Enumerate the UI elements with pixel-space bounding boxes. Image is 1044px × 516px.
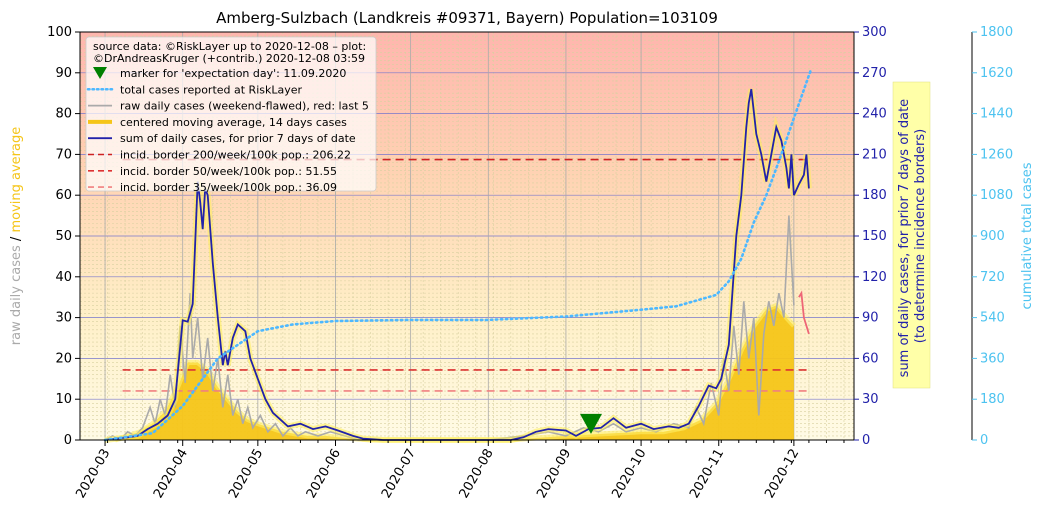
legend-entry: total cases reported at RiskLayer (86, 83, 303, 96)
y-right1-tick-label: 240 (862, 107, 887, 122)
legend: source data: ©RiskLayer up to 2020-12-08… (85, 36, 377, 194)
x-tick-label: 2020-11 (687, 447, 727, 502)
y-right2-tick-label: 540 (980, 311, 1005, 326)
legend-entry: incid. border 200/week/100k pop.: 206.22 (88, 149, 351, 162)
y-right1-tick-label: 120 (862, 270, 887, 285)
legend-header-line1: source data: ©RiskLayer up to 2020-12-08… (93, 40, 366, 53)
legend-label: incid. border 35/week/100k pop.: 36.09 (120, 181, 337, 194)
y-right1-tick-label: 300 (862, 25, 887, 40)
y-left-label-raw: raw daily cases (9, 245, 24, 345)
x-tick-label: 2020-05 (226, 447, 266, 502)
legend-label: incid. border 50/week/100k pop.: 51.55 (120, 165, 337, 178)
y-right1-tick-label: 150 (862, 229, 887, 244)
y-right2-tick-label: 1080 (980, 188, 1013, 203)
legend-entry: centered moving average, 14 days cases (88, 116, 347, 129)
legend-label: incid. border 200/week/100k pop.: 206.22 (120, 149, 351, 162)
y-left-tick-label: 10 (55, 392, 72, 407)
y-right1-tick-label: 60 (862, 351, 879, 366)
y-left-tick-label: 40 (55, 270, 72, 285)
y-left-tick-label: 70 (55, 147, 72, 162)
y-right2-tick-label: 1440 (980, 107, 1013, 122)
legend-entries: marker for 'expectation day': 11.09.2020… (86, 67, 369, 194)
x-tick-label: 2020-10 (609, 447, 649, 502)
y-right1-label-box (892, 81, 931, 389)
y-left-label-slash: / (9, 236, 24, 241)
y-left-tick-label: 80 (55, 107, 72, 122)
y-right2-tick-label: 1620 (980, 66, 1013, 81)
legend-entry: raw daily cases (weekend-flawed), red: l… (88, 100, 369, 113)
legend-entry: incid. border 35/week/100k pop.: 36.09 (88, 181, 337, 194)
incidence-borders (122, 158, 812, 392)
legend-box (85, 36, 377, 192)
moving-average-glow (114, 302, 796, 443)
y-left-tick-label: 90 (55, 66, 72, 81)
y-right2-label: cumulative total cases (1020, 162, 1035, 309)
expectation-marker-group (579, 413, 602, 434)
chart-title: Amberg-Sulzbach (Landkreis #09371, Bayer… (216, 9, 718, 27)
series-lines (103, 67, 813, 443)
y-right2-tick-label: 720 (980, 270, 1005, 285)
y-right1-label-line2: (to determine incidence borders) (913, 129, 928, 344)
y-left-label-moving-average: moving average (9, 127, 24, 233)
expectation-marker (579, 413, 602, 434)
moving-average-area (115, 305, 794, 440)
y-right1-label-line1: sum of daily cases, for prior 7 days of … (897, 99, 912, 378)
legend-label: centered moving average, 14 days cases (120, 116, 347, 129)
y-left-tick-label: 100 (47, 25, 72, 40)
x-tick-label: 2020-09 (534, 447, 574, 502)
y-right1-label: sum of daily cases, for prior 7 days of … (897, 95, 928, 378)
legend-label: marker for 'expectation day': 11.09.2020 (120, 67, 346, 80)
legend-label: total cases reported at RiskLayer (120, 83, 303, 96)
legend-entry: incid. border 50/week/100k pop.: 51.55 (88, 165, 337, 178)
legend-label: raw daily cases (weekend-flawed), red: l… (120, 100, 369, 113)
x-tick-label: 2020-07 (379, 447, 419, 502)
y-right2-tick-label: 1800 (980, 25, 1013, 40)
legend-swatch-triangle (93, 67, 107, 79)
legend-entry: sum of daily cases, for prior 7 days of … (88, 132, 356, 145)
y-right2-tick-label: 900 (980, 229, 1005, 244)
y-right2-tick-label: 180 (980, 392, 1005, 407)
y-right2-tick-label: 360 (980, 351, 1005, 366)
legend-label: sum of daily cases, for prior 7 days of … (120, 132, 356, 145)
y-left-tick-label: 0 (64, 433, 72, 448)
y-right1-tick-label: 180 (862, 188, 887, 203)
x-tick-label: 2020-04 (151, 447, 191, 502)
x-tick-label: 2020-08 (457, 447, 497, 502)
x-tick-label: 2020-03 (73, 447, 113, 502)
y-right1-tick-label: 90 (862, 311, 879, 326)
y-left-tick-label: 20 (55, 351, 72, 366)
sum-7day-line (104, 88, 810, 441)
x-tick-label: 2020-06 (304, 447, 344, 502)
y-right2-tick-label: 1260 (980, 147, 1013, 162)
x-tick-label: 2020-12 (762, 447, 802, 502)
y-left-tick-label: 30 (55, 311, 72, 326)
y-left-tick-label: 50 (55, 229, 72, 244)
y-right1-tick-label: 0 (862, 433, 870, 448)
raw-daily-last5-line (798, 290, 810, 335)
y-right1-tick-label: 210 (862, 147, 887, 162)
y-right1-tick-label: 30 (862, 392, 879, 407)
legend-entry: marker for 'expectation day': 11.09.2020 (93, 67, 346, 80)
moving-average-fill-group (114, 302, 796, 443)
y-left-tick-label: 60 (55, 188, 72, 203)
y-left-label: raw daily cases / moving average (9, 127, 24, 345)
y-right1-tick-label: 270 (862, 66, 887, 81)
legend-header-line2: ©DrAndreasKruger (+contrib.) 2020-12-08 … (93, 52, 365, 65)
cumulative-line (103, 67, 813, 442)
y-right2-tick-label: 0 (980, 433, 988, 448)
